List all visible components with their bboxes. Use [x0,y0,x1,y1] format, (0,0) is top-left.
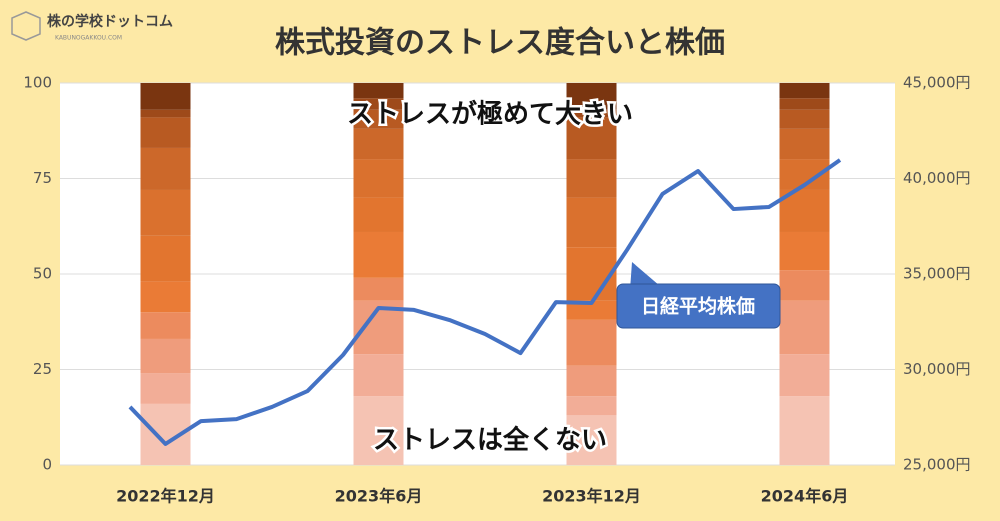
bar-segment [779,83,830,99]
y-tick-label: 0 [42,456,52,474]
y-tick-label: 75 [33,169,52,187]
chart-title: 株式投資のストレス度合いと株価 [275,26,725,61]
x-tick-label: 2023年12月 [542,487,641,506]
series-label: 日経平均株価 [641,295,755,318]
bar-segment [140,235,191,282]
bar-segment [779,300,830,355]
y2-tick-label: 35,000円 [903,265,971,283]
line-series [128,158,842,446]
logo-url: KABUNOGAKKOU.COM [55,35,122,42]
bar-segment [353,396,404,465]
y-tick-label: 50 [33,265,52,283]
bar-segment [353,98,404,110]
bar-segment [566,415,617,465]
bar-segment [353,159,404,198]
bar-segment [140,281,191,313]
bar-segment [140,338,191,374]
bar-segment [566,117,617,160]
y-tick-label: 100 [23,74,52,92]
bar-segment [779,231,830,271]
bar-segment [566,319,617,366]
callout: 日経平均株価 [616,262,781,329]
y2-tick-label: 40,000円 [903,169,971,187]
bar-segment [353,109,404,129]
bar-segment [140,312,191,339]
bar-segment [779,98,830,110]
y2-tick-label: 25,000円 [903,456,971,474]
bar-segment [566,365,617,397]
bar-segment [140,83,191,110]
bar-segment [353,128,404,160]
bar-segment [566,396,617,416]
bar-segment [779,128,830,160]
annotation: ストレスは全くない [373,425,607,456]
y-tick-label: 25 [33,360,52,378]
bar-segment [566,83,617,110]
bar-segment [353,83,404,99]
bar-segment [779,396,830,465]
bar-segment [353,231,404,278]
bar-segment [566,159,617,198]
annotation: ストレスが極めて大きい [347,99,633,130]
logo: 株の学校ドットコム KABUNOGAKKOU.COM [11,11,173,42]
bar-segment [566,247,617,301]
bar-segment [353,354,404,397]
x-tick-label: 2024年6月 [761,487,849,506]
bar-segment [566,300,617,320]
bar-segment [566,197,617,248]
bar-segment [140,109,191,118]
x-tick-label: 2022年12月 [116,487,215,506]
y2-tick-label: 30,000円 [903,360,971,378]
logo-icon [11,11,41,41]
bar-segment [779,109,830,129]
bar-segment [353,197,404,232]
bar-segment [779,354,830,397]
callout-box [616,283,781,329]
x-tick-label: 2023年6月 [335,487,423,506]
callout-pointer [630,262,660,290]
bar-segment [566,109,617,118]
bar-segment [353,277,404,301]
bar-segment [140,189,191,236]
logo-name: 株の学校ドットコム [47,13,173,30]
y2-tick-label: 45,000円 [903,74,971,92]
bar-segment [140,373,191,404]
bar-segment [779,270,830,301]
bar-segment [140,117,191,148]
bar-segment [140,147,191,190]
